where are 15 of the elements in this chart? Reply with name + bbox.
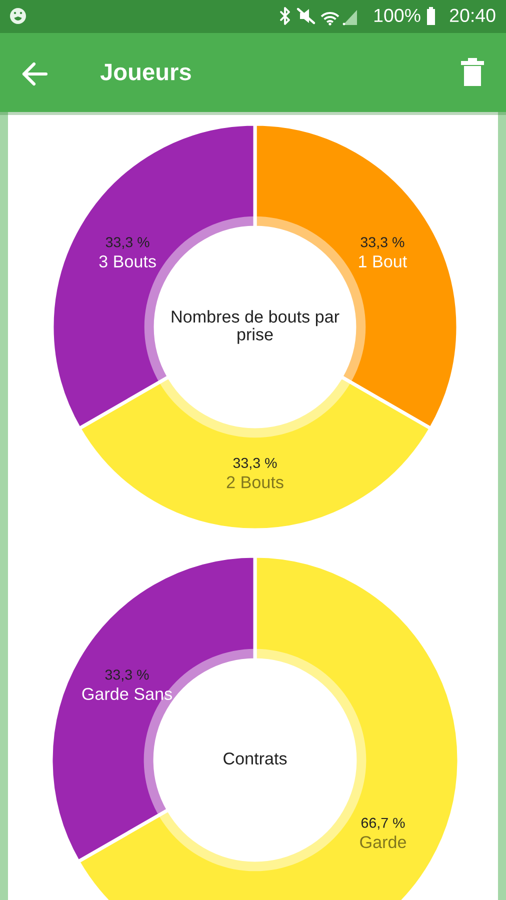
- data-label: 33,3 %: [106, 237, 150, 249]
- text: 100%: [374, 8, 420, 22]
- data-label: 66,7 %: [361, 818, 405, 830]
- text: Joueurs: [100, 64, 191, 80]
- data-label: 33,3 %: [105, 670, 149, 682]
- text: Nombres de bouts par prise: [172, 310, 340, 344]
- slice-label: 2 Bouts: [226, 476, 284, 488]
- text: 20:40: [450, 8, 496, 22]
- slice-label: Garde: [360, 836, 406, 848]
- slice-label: 1 Bout: [359, 256, 408, 268]
- text: Contrats: [224, 752, 287, 765]
- data-label: 33,3 %: [360, 237, 404, 249]
- slice-label: 3 Bouts: [99, 255, 156, 268]
- data-label: 33,3 %: [233, 458, 277, 470]
- slice-label: Garde Sans: [82, 687, 172, 700]
